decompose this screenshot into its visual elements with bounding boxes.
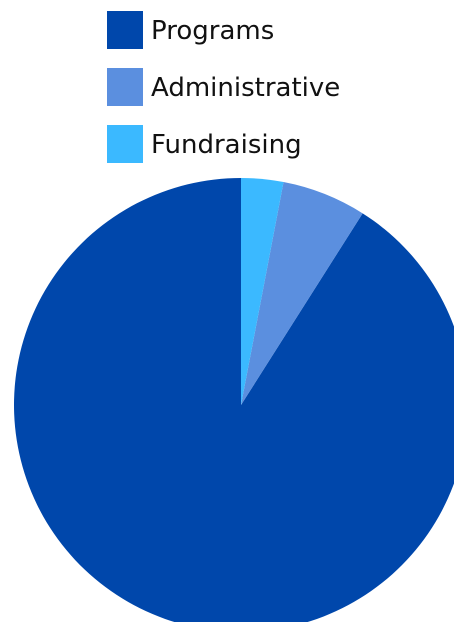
pie-slices — [14, 178, 454, 622]
pie-slice-fundraising — [241, 178, 284, 405]
legend-item-programs: Programs — [107, 11, 274, 49]
legend-item-administrative: Administrative — [107, 68, 340, 106]
pie-slice-administrative — [241, 182, 363, 405]
legend-label: Fundraising — [151, 130, 302, 160]
legend-swatch — [107, 11, 143, 49]
pie-slice-programs — [14, 178, 454, 622]
legend-swatch — [107, 68, 143, 106]
legend-swatch — [107, 125, 143, 163]
legend-label: Programs — [151, 16, 274, 46]
legend-label: Administrative — [151, 73, 340, 103]
legend: Programs Administrative Fundraising — [107, 11, 340, 163]
legend-item-fundraising: Fundraising — [107, 125, 302, 163]
